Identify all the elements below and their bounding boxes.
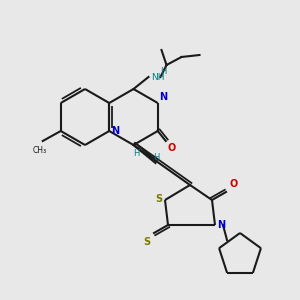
Text: N: N xyxy=(217,220,225,230)
Text: N: N xyxy=(111,126,119,136)
Text: N: N xyxy=(159,92,167,102)
Text: H: H xyxy=(160,67,167,76)
Text: S: S xyxy=(155,194,162,204)
Text: H: H xyxy=(154,153,160,162)
Text: CH₃: CH₃ xyxy=(33,146,47,155)
Text: NH: NH xyxy=(152,73,165,82)
Text: O: O xyxy=(229,179,237,189)
Text: S: S xyxy=(143,237,150,247)
Text: H: H xyxy=(133,148,140,158)
Text: O: O xyxy=(168,143,176,153)
